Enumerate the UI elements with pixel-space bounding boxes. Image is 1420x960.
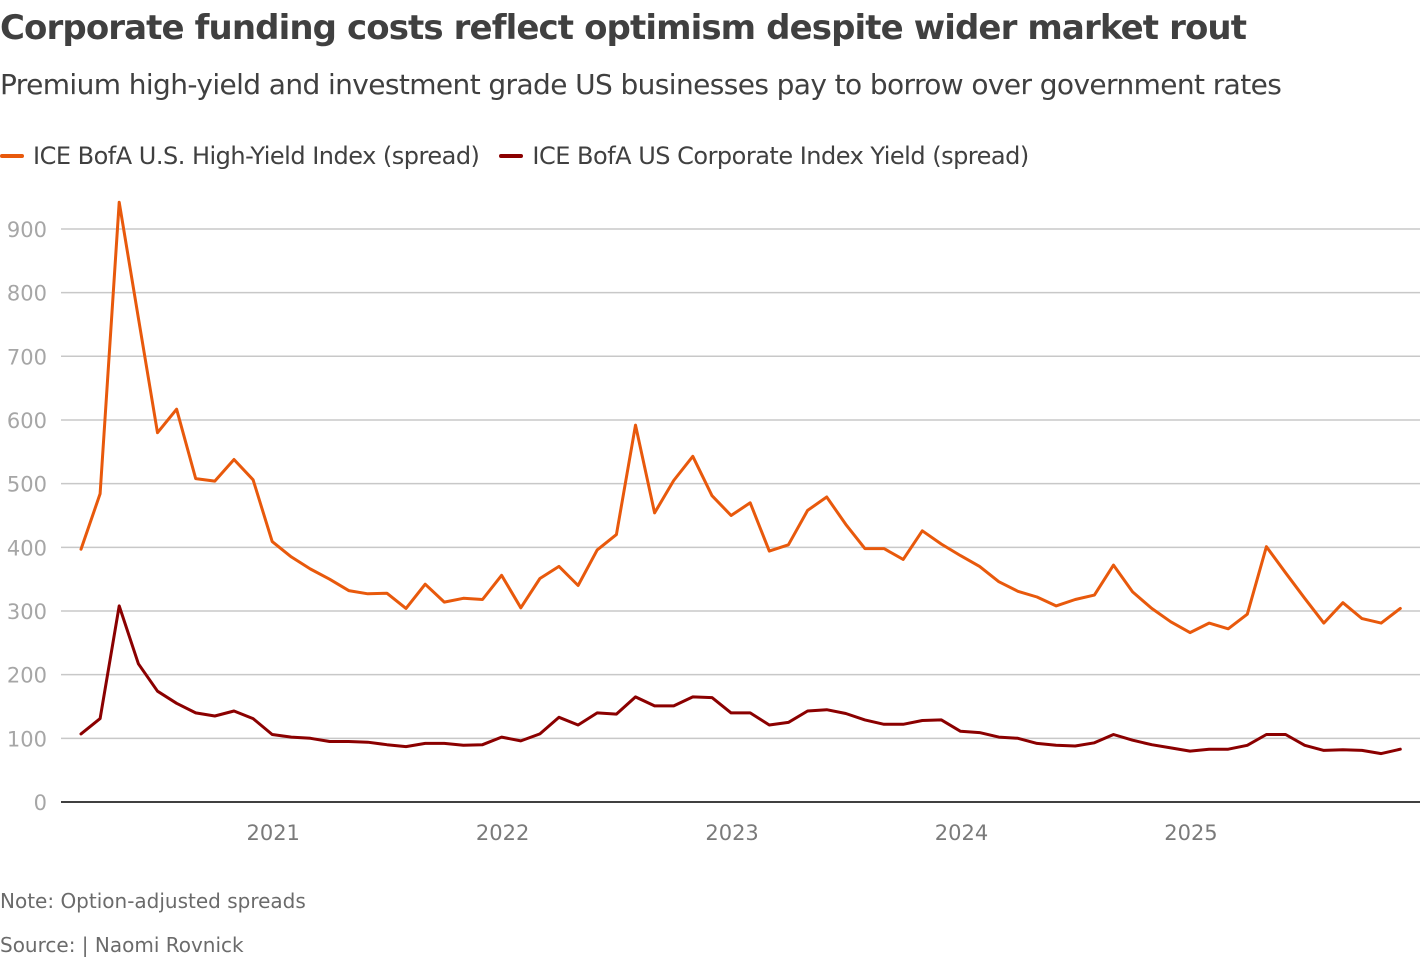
gridlines xyxy=(61,228,1420,740)
y-tick-label: 300 xyxy=(7,600,47,624)
y-tick-label: 600 xyxy=(7,409,47,433)
y-tick-label: 200 xyxy=(7,664,47,688)
y-tick-label: 0 xyxy=(34,791,47,815)
legend-item-corporate: ICE BofA US Corporate Index Yield (sprea… xyxy=(499,142,1029,170)
y-tick-label: 900 xyxy=(7,218,47,242)
legend-swatch-high-yield xyxy=(0,154,24,158)
y-axis-ticks: 0 100 200 300 400 500 600 700 800 900 xyxy=(7,218,47,815)
chart-note: Note: Option-adjusted spreads xyxy=(0,889,306,913)
x-tick-label: 2024 xyxy=(935,821,988,845)
series-line-high-yield xyxy=(79,200,1402,635)
y-tick-label: 400 xyxy=(7,536,47,560)
y-tick-label: 100 xyxy=(7,727,47,751)
y-tick-label: 800 xyxy=(7,282,47,306)
legend-swatch-corporate xyxy=(499,154,524,158)
chart-subtitle: Premium high-yield and investment grade … xyxy=(0,68,1282,101)
legend-label-high-yield: ICE BofA U.S. High-Yield Index (spread) xyxy=(33,142,480,170)
legend: ICE BofA U.S. High-Yield Index (spread) … xyxy=(0,142,1049,170)
series-line-corporate xyxy=(79,604,1402,756)
x-axis-ticks: 2021 2022 2023 2024 2025 xyxy=(246,821,1217,845)
y-tick-label: 700 xyxy=(7,345,47,369)
chart-title: Corporate funding costs reflect optimism… xyxy=(0,8,1247,48)
x-tick-label: 2022 xyxy=(476,821,529,845)
x-tick-label: 2023 xyxy=(705,821,758,845)
legend-item-high-yield: ICE BofA U.S. High-Yield Index (spread) xyxy=(0,142,480,170)
legend-label-corporate: ICE BofA US Corporate Index Yield (sprea… xyxy=(532,142,1029,170)
x-tick-label: 2025 xyxy=(1164,821,1217,845)
y-tick-label: 500 xyxy=(7,473,47,497)
x-tick-label: 2021 xyxy=(246,821,299,845)
series-lines xyxy=(79,200,1402,756)
chart-source: Source: | Naomi Rovnick xyxy=(0,933,244,957)
